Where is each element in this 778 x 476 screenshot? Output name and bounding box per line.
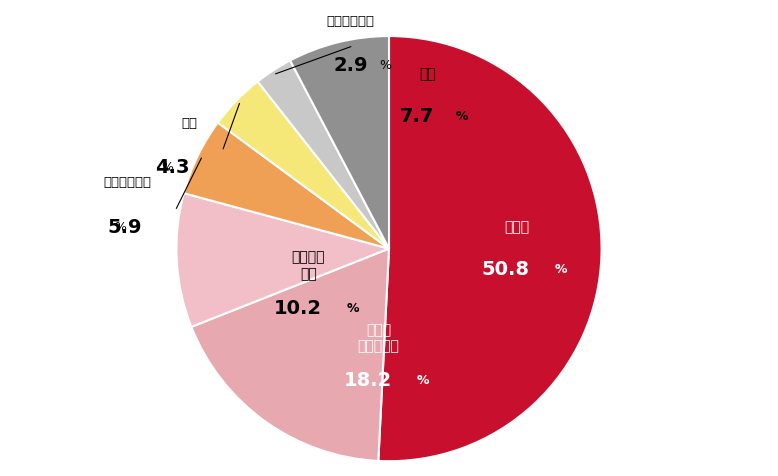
Wedge shape: [191, 248, 389, 461]
Text: 5.9: 5.9: [108, 218, 142, 237]
Text: %: %: [417, 374, 429, 387]
Text: %: %: [456, 110, 468, 123]
Text: 50.8: 50.8: [482, 260, 530, 279]
Text: 自営・自由業: 自営・自由業: [103, 176, 151, 189]
Text: 専業主婦
主夫: 専業主婦 主夫: [292, 250, 325, 281]
Text: %: %: [555, 263, 567, 277]
Wedge shape: [218, 81, 389, 248]
Text: 学生: 学生: [182, 117, 198, 129]
Text: 10.2: 10.2: [274, 298, 321, 317]
Text: 2.9: 2.9: [334, 56, 368, 75]
Text: 会社員: 会社員: [504, 220, 529, 234]
Text: パート
アルバイト: パート アルバイト: [357, 323, 399, 353]
Text: 18.2: 18.2: [344, 371, 392, 390]
Text: その他の職業: その他の職業: [327, 15, 375, 28]
Text: 7.7: 7.7: [399, 107, 434, 126]
Text: 無職: 無職: [419, 67, 436, 81]
Wedge shape: [258, 60, 389, 248]
Text: %: %: [379, 60, 391, 72]
Text: %: %: [114, 221, 126, 234]
Wedge shape: [378, 36, 601, 461]
Wedge shape: [290, 36, 389, 248]
Wedge shape: [177, 193, 389, 327]
Text: %: %: [346, 302, 359, 315]
Text: 4.3: 4.3: [155, 159, 189, 178]
Wedge shape: [184, 123, 389, 248]
Text: %: %: [161, 161, 173, 174]
